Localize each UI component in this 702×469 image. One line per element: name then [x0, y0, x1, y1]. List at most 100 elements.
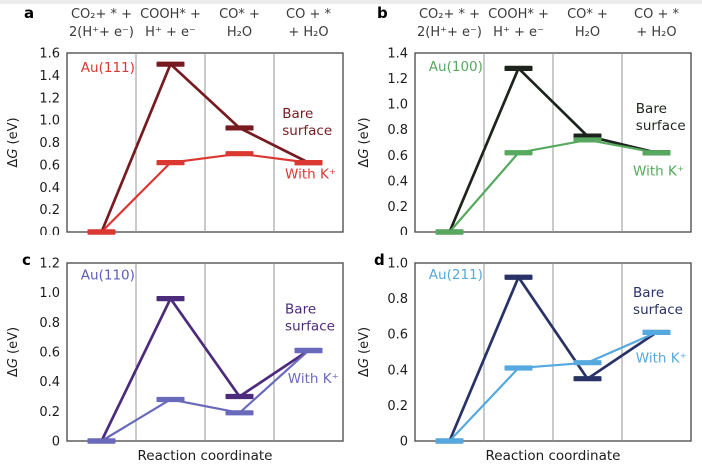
surface-label: Au(110): [81, 267, 135, 283]
column-header-line1: CO* +: [219, 7, 260, 22]
series-marker-bare-surface: [156, 61, 185, 67]
y-tick-label: 0.4: [39, 375, 60, 390]
column-header-line2: H₂O: [575, 25, 600, 40]
panel-d-chart: 0 0.2 0.4 0.6 0.8 1.0 ΔG (eV) Reaction coordina…: [357, 257, 692, 464]
column-header-line2: H₂O: [227, 25, 252, 40]
y-axis-label: ΔG (eV): [6, 117, 21, 167]
panel-letter-a: a: [24, 4, 35, 22]
y-tick-label: 0.8: [39, 316, 60, 331]
series-line-with-k: [100, 349, 310, 442]
y-tick-label: 1.2: [39, 257, 60, 272]
y-tick-label: 0.4: [39, 181, 60, 196]
annotation-with-k: With K⁺: [633, 164, 684, 180]
surface-label: Au(100): [429, 59, 483, 75]
column-header-line1: COOH* +: [140, 7, 201, 22]
y-tick-label: 0.8: [39, 136, 60, 151]
x-axis-label: Reaction coordinate: [486, 448, 621, 464]
y-tick-label: 1.0: [387, 98, 408, 113]
annotation-bare-surface: surface: [285, 318, 335, 334]
series-marker-bare-surface: [504, 65, 533, 71]
y-tick-label: 0.2: [39, 405, 60, 420]
series-line-bare-surface: [100, 61, 310, 233]
series-line-bare-surface: [448, 65, 657, 233]
series-line-bare-surface: [100, 295, 310, 442]
annotation-bare-surface: Bare: [633, 285, 664, 301]
annotation-bare-surface: surface: [633, 302, 683, 318]
series-marker-with-k: [435, 438, 464, 444]
series-marker-with-k: [294, 160, 323, 166]
y-tick-label: 0.2: [387, 200, 408, 215]
y-tick-label: 1.6: [39, 47, 60, 62]
y-tick-label: 0.8: [387, 123, 408, 138]
series-marker-with-k: [504, 365, 533, 371]
series-line-with-k: [448, 331, 657, 442]
y-tick-label: 0.0: [39, 226, 60, 236]
column-header-line2: + H₂O: [288, 25, 328, 40]
annotation-bare-surface: Bare: [636, 101, 667, 117]
series-marker-with-k: [435, 229, 464, 235]
series-marker-with-k: [156, 396, 185, 403]
column-header-line2: 2(H⁺+ e⁻): [69, 25, 134, 40]
y-tick-label: 0: [400, 435, 408, 450]
column-header-line2: 2(H⁺+ e⁻): [417, 25, 482, 40]
surface-label: Au(111): [81, 60, 135, 76]
series-marker-bare-surface: [156, 296, 185, 302]
series-marker-bare-surface: [504, 274, 533, 280]
series-marker-with-k: [573, 360, 602, 366]
top-strip: [0, 0, 702, 4]
panel-a-chart: CO₂+ * + 2(H⁺+ e⁻) COOH* + H⁺ + e⁻ CO* + H₂O C…: [6, 7, 344, 236]
series-marker-with-k: [504, 150, 533, 156]
y-axis-label: ΔG (eV): [357, 327, 372, 377]
annotation-with-k: With K⁺: [285, 166, 336, 182]
y-axis-label: ΔG (eV): [6, 327, 21, 377]
y-tick-label: 0.6: [387, 328, 408, 343]
y-tick-label: 0.8: [387, 292, 408, 307]
panel-letter-d: d: [374, 251, 385, 269]
series-marker-with-k: [225, 410, 254, 416]
series-marker-bare-surface: [573, 376, 602, 382]
column-header-line2: H⁺ + e⁻: [145, 25, 196, 40]
annotation-bare-surface: Bare: [282, 106, 313, 122]
annotation-bare-surface: surface: [636, 118, 686, 134]
column-header-line2: H⁺ + e⁻: [493, 25, 544, 40]
y-tick-label: 0.4: [387, 174, 408, 189]
y-tick-label: 1.0: [39, 286, 60, 301]
series-marker-with-k: [642, 150, 671, 156]
y-tick-label: 1.2: [387, 72, 408, 87]
series-marker-bare-surface: [225, 125, 254, 131]
y-tick-label: 0.6: [39, 158, 60, 173]
y-tick-label: 0: [400, 226, 408, 236]
annotation-bare-surface: surface: [282, 123, 332, 139]
series-line-with-k: [100, 152, 309, 233]
series-marker-with-k: [573, 137, 602, 143]
y-tick-label: 1.0: [387, 257, 408, 272]
y-tick-label: 1.2: [39, 91, 60, 106]
series-marker-with-k: [156, 160, 185, 166]
column-header-line1: CO + *: [634, 7, 679, 22]
series-marker-bare-surface: [225, 393, 254, 400]
column-header-line1: CO₂+ * +: [71, 7, 132, 22]
series-line-bare-surface: [448, 274, 658, 442]
annotation-bare-surface: Bare: [285, 301, 316, 317]
series-marker-with-k: [87, 438, 116, 444]
y-tick-label: 1.4: [39, 69, 60, 84]
panel-letter-c: c: [22, 251, 31, 269]
y-tick-label: 0.2: [39, 203, 60, 218]
y-tick-label: 0.4: [387, 363, 408, 378]
series-line-with-k: [448, 138, 657, 233]
annotation-with-k: With K⁺: [288, 371, 339, 387]
surface-label: Au(211): [429, 267, 483, 283]
series-marker-with-k: [225, 151, 254, 157]
y-tick-label: 0.6: [39, 346, 60, 361]
x-axis-label: Reaction coordinate: [138, 448, 273, 464]
y-tick-label: 0.2: [387, 399, 408, 414]
series-marker-with-k: [87, 229, 116, 235]
panel-c-chart: 0 0.2 0.4 0.6 0.8 1.0 1.2 ΔG (eV) Reaction coord…: [6, 257, 344, 464]
column-header-line1: CO* +: [567, 7, 608, 22]
column-header-line2: + H₂O: [636, 25, 676, 40]
column-header-line1: CO₂+ * +: [419, 7, 480, 22]
series-marker-with-k: [294, 347, 323, 354]
annotation-with-k: With K⁺: [636, 351, 687, 367]
series-marker-with-k: [642, 329, 671, 336]
